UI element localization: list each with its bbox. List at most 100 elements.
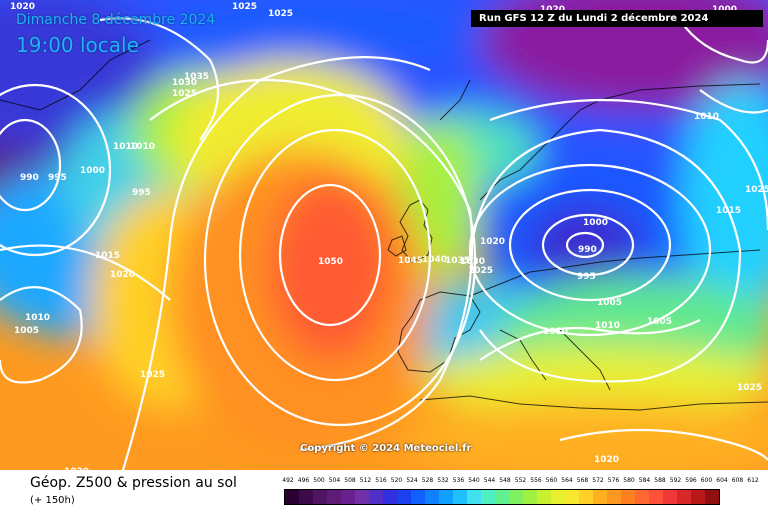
isobar-label: 1050 xyxy=(318,257,343,267)
isobars xyxy=(0,17,768,470)
scale-tick-label: 524 xyxy=(406,477,418,484)
scale-tick-label: 572 xyxy=(592,477,604,484)
scale-swatch xyxy=(621,490,635,504)
isobar-label: 1010 xyxy=(543,327,568,337)
scale-swatch xyxy=(425,490,439,504)
isobar-label: 1020 xyxy=(480,237,505,247)
isobar-label: 1000 xyxy=(583,218,608,228)
scale-swatch xyxy=(327,490,341,504)
scale-tick-label: 604 xyxy=(716,477,728,484)
scale-tick-label: 568 xyxy=(576,477,589,484)
isobar-label: 1020 xyxy=(64,467,89,470)
scale-swatch xyxy=(453,490,467,504)
scale-tick-label: 492 xyxy=(282,477,294,484)
geopotential-map: 1020102510251020100010351030102510101010… xyxy=(0,0,768,470)
scale-tick-label: 548 xyxy=(499,477,511,484)
isobar-label: 1020 xyxy=(110,270,135,280)
isobar-label: 995 xyxy=(48,173,67,183)
scale-tick-label: 588 xyxy=(654,477,666,484)
scale-swatch xyxy=(523,490,537,504)
legend-title: Géop. Z500 & pression au sol xyxy=(30,475,237,491)
scale-swatch xyxy=(341,490,355,504)
coastlines xyxy=(0,39,768,411)
isobar-label: 1000 xyxy=(80,166,105,176)
scale-swatch xyxy=(691,490,705,504)
scale-tick-label: 512 xyxy=(359,477,372,484)
isobar-label: 995 xyxy=(132,188,151,198)
isobar-label: 1010 xyxy=(694,112,719,122)
isobar-label: 1010 xyxy=(25,313,50,323)
scale-tick-label: 516 xyxy=(375,477,387,484)
scale-swatch xyxy=(565,490,579,504)
isobar-label: 1015 xyxy=(95,251,120,261)
scale-tick-label: 592 xyxy=(669,477,682,484)
copyright-text: Copyright © 2024 Meteociel.fr xyxy=(300,443,472,454)
isobar-label: 1025 xyxy=(172,89,197,99)
scale-swatch xyxy=(495,490,509,504)
scale-tick-label: 520 xyxy=(390,477,403,484)
scale-tick-label: 528 xyxy=(421,477,434,484)
scale-tick-label: 612 xyxy=(747,477,759,484)
isobar-label: 1025 xyxy=(468,266,493,276)
scale-swatch xyxy=(705,490,719,504)
isobar-label: 1005 xyxy=(14,326,39,336)
scale-swatch xyxy=(663,490,677,504)
color-scale-bar xyxy=(284,489,720,505)
isobar-label: 990 xyxy=(578,245,597,255)
scale-swatch xyxy=(677,490,691,504)
isobar-label: 1010 xyxy=(113,142,138,152)
scale-swatch xyxy=(481,490,495,504)
isobar-label: 1035 xyxy=(445,256,470,266)
isobar-label: 1020 xyxy=(594,455,619,465)
scale-swatch xyxy=(551,490,565,504)
scale-tick-label: 496 xyxy=(297,477,310,484)
scale-tick-label: 500 xyxy=(313,477,325,484)
isobar-label: 1035 xyxy=(184,72,209,82)
scale-swatch xyxy=(607,490,621,504)
scale-tick-label: 560 xyxy=(545,477,558,484)
scale-tick-label: 532 xyxy=(437,477,449,484)
scale-swatch xyxy=(355,490,369,504)
scale-tick-label: 540 xyxy=(468,477,480,484)
scale-tick-label: 576 xyxy=(607,477,620,484)
scale-swatch xyxy=(369,490,383,504)
scale-tick-label: 584 xyxy=(638,477,651,484)
isobar-label: 1025 xyxy=(268,9,293,19)
isobar-label: 1040 xyxy=(422,255,447,265)
scale-swatch xyxy=(467,490,481,504)
scale-tick-label: 504 xyxy=(328,477,341,484)
isobar-label: 1010 xyxy=(130,142,155,152)
scale-swatch xyxy=(649,490,663,504)
scale-tick-label: 536 xyxy=(452,477,465,484)
legend-footer: Géop. Z500 & pression au sol (+ 150h) 49… xyxy=(0,470,768,512)
scale-swatch xyxy=(635,490,649,504)
isobar-label: 1025 xyxy=(745,185,768,195)
scale-tick-label: 556 xyxy=(530,477,542,484)
scale-tick-label: 552 xyxy=(514,477,527,484)
isobar-label: 1005 xyxy=(647,317,672,327)
isobar-label: 990 xyxy=(20,173,39,183)
scale-swatch xyxy=(579,490,593,504)
scale-tick-label: 508 xyxy=(344,477,356,484)
isobar-label: 1030 xyxy=(172,78,197,88)
scale-tick-label: 564 xyxy=(561,477,573,484)
scale-tick-label: 600 xyxy=(700,477,713,484)
scale-swatch xyxy=(411,490,425,504)
forecast-date: Dimanche 8 décembre 2024 xyxy=(16,12,216,28)
scale-swatch xyxy=(397,490,411,504)
scale-swatch xyxy=(537,490,551,504)
scale-tick-label: 544 xyxy=(483,477,496,484)
scale-swatch xyxy=(299,490,313,504)
forecast-time: 19:00 locale xyxy=(16,33,139,57)
color-field xyxy=(0,0,768,470)
isobar-label: 1045 xyxy=(398,256,423,266)
isobar-label: 1020 xyxy=(10,2,35,12)
model-run-info: Run GFS 12 Z du Lundi 2 décembre 2024 xyxy=(471,10,763,27)
scale-tick-label: 608 xyxy=(731,477,744,484)
scale-swatch xyxy=(285,490,299,504)
isobar-label: 1030 xyxy=(460,257,485,267)
scale-tick-label: 580 xyxy=(623,477,635,484)
isobar-label: 995 xyxy=(577,272,596,282)
scale-swatch xyxy=(593,490,607,504)
